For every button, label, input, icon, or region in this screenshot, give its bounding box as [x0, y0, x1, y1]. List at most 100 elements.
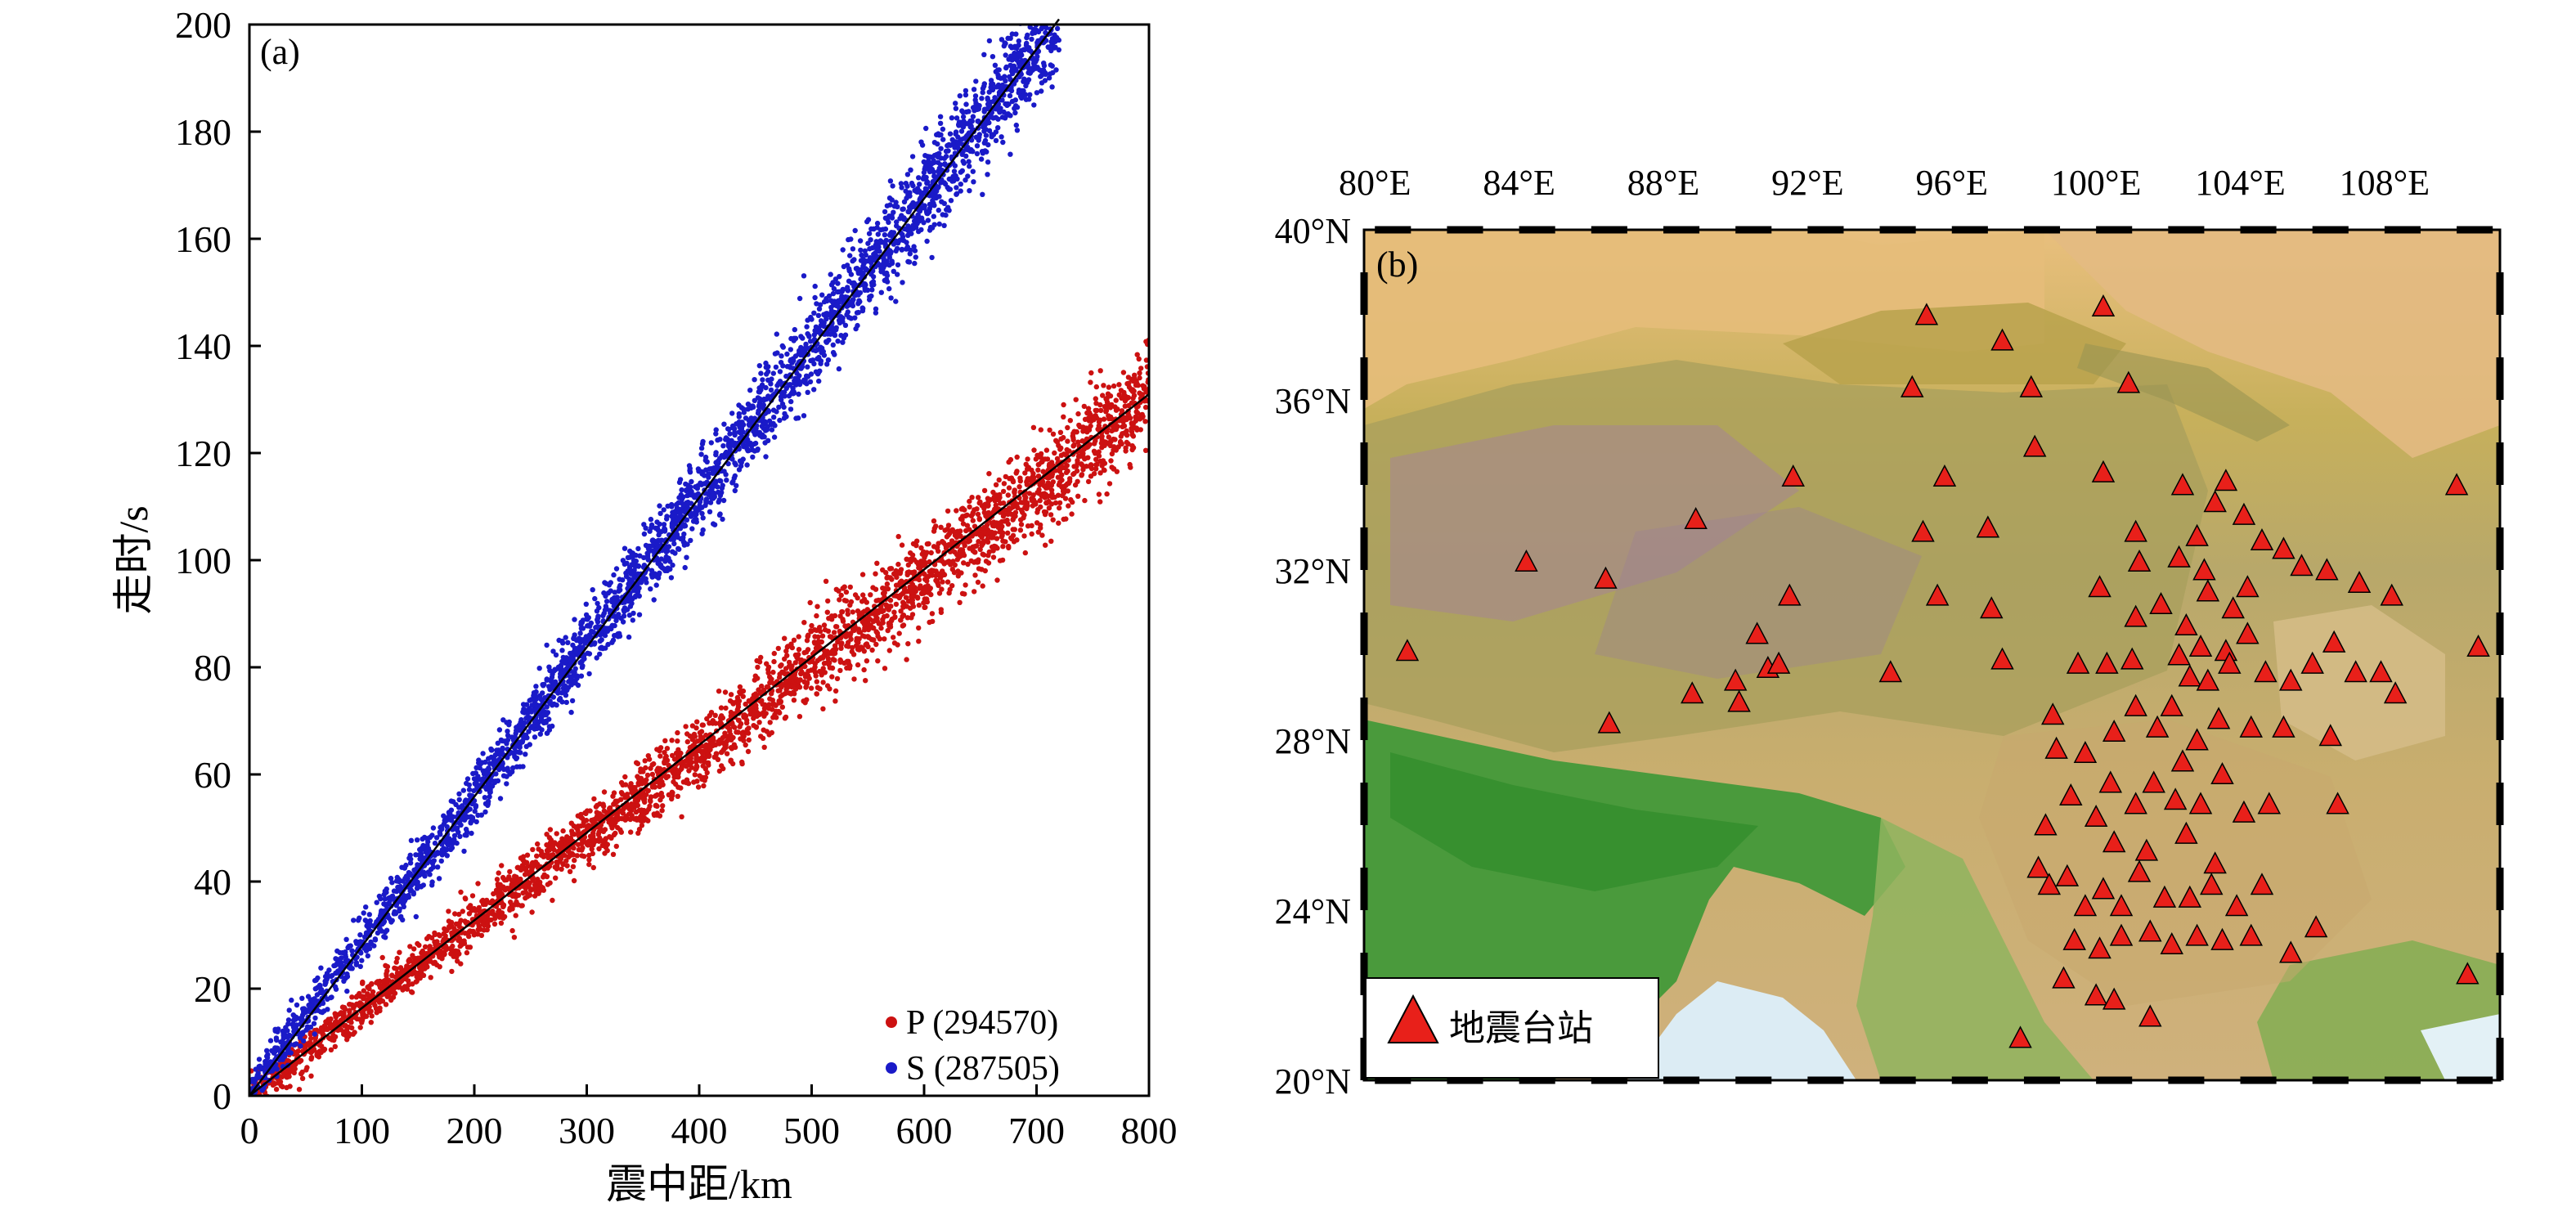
data-point — [974, 143, 981, 149]
data-point — [326, 1017, 333, 1023]
data-point — [972, 572, 978, 578]
data-point — [727, 431, 733, 437]
data-point — [1075, 411, 1081, 417]
data-point — [898, 617, 904, 623]
data-point — [1061, 414, 1066, 420]
data-point — [1088, 423, 1093, 429]
data-point — [834, 675, 841, 682]
data-point — [870, 637, 877, 643]
data-point — [1039, 88, 1044, 94]
data-point — [630, 554, 635, 559]
data-point — [975, 559, 981, 565]
data-point — [743, 742, 748, 748]
data-point — [1130, 445, 1137, 451]
data-point — [843, 598, 850, 604]
data-point — [972, 589, 977, 595]
data-point — [433, 942, 438, 948]
data-point — [442, 926, 447, 932]
data-point — [675, 774, 681, 780]
data-point — [755, 675, 761, 681]
data-point — [938, 146, 944, 151]
data-point — [1050, 431, 1057, 437]
data-point — [651, 812, 657, 819]
data-point — [890, 183, 895, 189]
data-point — [1057, 469, 1063, 474]
data-point — [900, 623, 906, 629]
data-point — [741, 738, 747, 743]
data-point — [646, 756, 653, 762]
data-point — [274, 1066, 280, 1072]
data-point — [1043, 491, 1049, 498]
data-point — [918, 139, 924, 145]
data-point — [752, 691, 759, 697]
data-point — [635, 802, 641, 809]
data-point — [719, 763, 725, 769]
data-point — [664, 746, 671, 752]
data-point — [972, 549, 977, 555]
data-point — [1093, 384, 1100, 390]
data-point — [945, 148, 951, 154]
data-point — [672, 781, 679, 787]
data-point — [873, 571, 878, 577]
data-point — [1030, 14, 1034, 19]
data-point — [761, 744, 767, 750]
data-point — [942, 161, 948, 167]
data-point — [1070, 430, 1076, 437]
data-point — [1034, 452, 1040, 458]
data-point — [833, 624, 839, 630]
data-point — [745, 730, 752, 736]
data-point — [898, 567, 904, 572]
data-point — [707, 720, 712, 726]
data-point — [949, 527, 956, 532]
data-point — [357, 1025, 363, 1030]
data-point — [586, 857, 592, 863]
data-point — [568, 820, 574, 826]
data-point — [970, 518, 976, 523]
data-point — [502, 887, 508, 893]
data-point — [657, 753, 663, 759]
data-point — [898, 592, 904, 598]
data-point — [1130, 433, 1137, 439]
data-point — [610, 793, 616, 799]
data-point — [536, 886, 543, 892]
data-point — [728, 442, 734, 448]
data-point — [1021, 512, 1027, 518]
data-point — [1056, 47, 1062, 53]
data-point — [906, 569, 912, 575]
data-point — [1014, 537, 1020, 543]
data-point — [848, 271, 855, 277]
data-point — [1013, 122, 1020, 128]
data-point — [512, 902, 518, 908]
data-point — [1068, 496, 1074, 503]
data-point — [1061, 402, 1066, 408]
data-point — [523, 886, 528, 891]
data-point — [997, 529, 1003, 535]
data-point — [481, 927, 487, 933]
data-point — [770, 701, 777, 707]
data-point — [597, 824, 603, 831]
data-point — [854, 635, 859, 641]
data-point — [642, 758, 648, 764]
data-point — [1024, 505, 1030, 512]
data-point — [985, 172, 990, 177]
data-point — [601, 789, 608, 795]
data-point — [1046, 505, 1052, 511]
data-point — [1031, 102, 1037, 108]
data-point — [940, 212, 945, 218]
data-point — [476, 927, 482, 932]
data-point — [1115, 424, 1120, 429]
data-point — [622, 804, 629, 810]
data-point — [1008, 505, 1014, 511]
data-point — [524, 894, 531, 900]
data-point — [1010, 517, 1016, 523]
data-point — [780, 344, 786, 350]
data-point — [286, 1007, 292, 1013]
data-point — [1018, 522, 1025, 527]
data-point — [436, 931, 442, 938]
data-point — [640, 795, 646, 801]
data-point — [500, 904, 506, 909]
data-point — [659, 808, 665, 814]
data-point — [478, 932, 485, 939]
data-point — [1093, 438, 1098, 444]
data-point — [1079, 461, 1084, 467]
